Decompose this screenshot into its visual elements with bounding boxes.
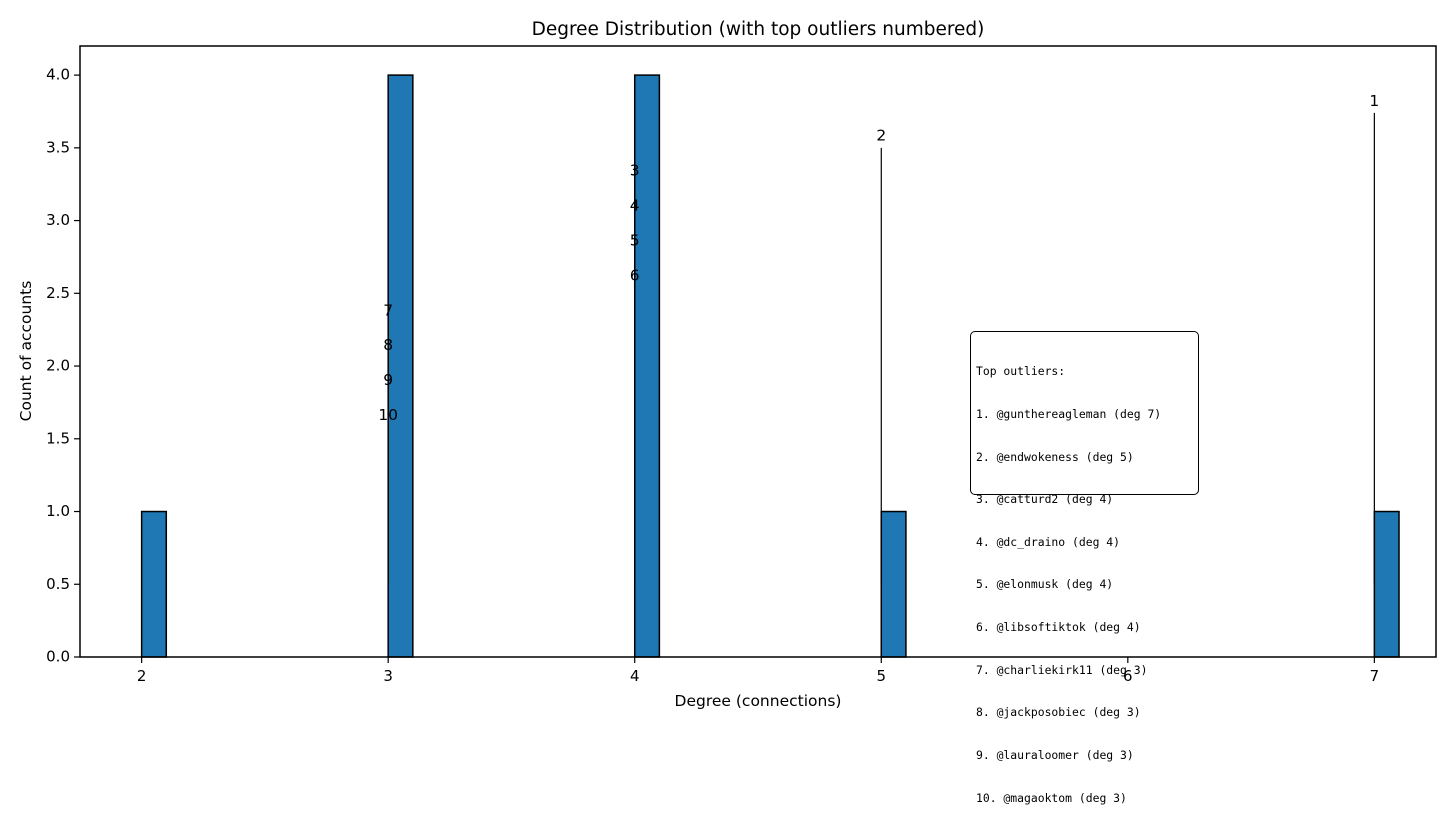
- y-tick-label: 0.0: [46, 648, 70, 666]
- outlier-marker-2: 2: [876, 127, 886, 145]
- outlier-item: 7. @charliekirk11 (deg 3): [976, 662, 1148, 677]
- outlier-item: 8. @jackposobiec (deg 3): [976, 705, 1141, 720]
- y-tick-label: 0.5: [46, 575, 70, 593]
- axes-layer: 2 3 4 5 6 7 0.0 0.5 1.0 1.5 2.0 2.5 3.0 3.5 4.0: [46, 45, 1437, 685]
- outlier-item: 10. @magaoktom (deg 3): [976, 790, 1127, 805]
- y-tick-label: 1.0: [46, 502, 70, 520]
- y-tick-label: 3.5: [46, 138, 70, 156]
- y-tick-label: 1.5: [46, 429, 70, 447]
- outlier-marker-9: 9: [383, 371, 393, 389]
- bar-degree-7: [1373, 510, 1400, 658]
- outlier-marker-3: 3: [630, 162, 640, 180]
- y-tick-label: 4.0: [46, 66, 70, 84]
- y-tick-label: 2.0: [46, 357, 70, 375]
- outlier-marker-6: 6: [630, 266, 640, 284]
- x-axis-label: Degree (connections): [675, 692, 842, 710]
- outlier-marker-5: 5: [630, 231, 640, 249]
- y-axis-label: Count of accounts: [17, 281, 35, 422]
- outlier-item: 5. @elonmusk (deg 4): [976, 577, 1114, 592]
- outlier-marker-7: 7: [383, 301, 393, 319]
- outlier-markers-layer: 1 2 3 4 5 6 7 8 9 10: [378, 92, 1379, 424]
- bars-layer: [140, 74, 1400, 658]
- outlier-item: 2. @endwokeness (deg 5): [976, 449, 1134, 464]
- y-tick-label: 2.5: [46, 284, 70, 302]
- outlier-marker-4: 4: [630, 197, 640, 215]
- x-tick-label: 2: [137, 667, 147, 685]
- outlier-marker-1: 1: [1369, 92, 1379, 110]
- outlier-legend-box: Top outliers: 1. @gunthereagleman (deg 7…: [970, 331, 1199, 805]
- bar-degree-3: [387, 74, 414, 658]
- y-tick-label: 3.0: [46, 211, 70, 229]
- bar-degree-5: [880, 510, 907, 658]
- plot-frame: [79, 45, 1437, 658]
- bar-degree-2: [140, 510, 168, 658]
- outlier-item: 1. @gunthereagleman (deg 7): [976, 407, 1162, 422]
- outlier-marker-10: 10: [378, 406, 398, 424]
- chart-title: Degree Distribution (with top outliers n…: [532, 19, 985, 40]
- x-tick-label: 5: [876, 667, 886, 685]
- degree-distribution-chart: Degree Distribution (with top outliers n…: [17, 19, 1437, 710]
- outlier-item: 9. @lauraloomer (deg 3): [976, 747, 1134, 762]
- outlier-item: 3. @catturd2 (deg 4): [976, 492, 1114, 507]
- outlier-box-title: Top outliers:: [976, 364, 1066, 379]
- x-tick-label: 3: [383, 667, 393, 685]
- outlier-item: 4. @dc_draino (deg 4): [976, 534, 1121, 549]
- outlier-item: 6. @libsoftiktok (deg 4): [976, 620, 1141, 635]
- outlier-marker-8: 8: [383, 336, 393, 354]
- x-tick-label: 6: [1123, 667, 1133, 685]
- x-tick-label: 4: [630, 667, 640, 685]
- x-tick-label: 7: [1370, 667, 1380, 685]
- outlier-lines-layer: [387, 112, 1375, 585]
